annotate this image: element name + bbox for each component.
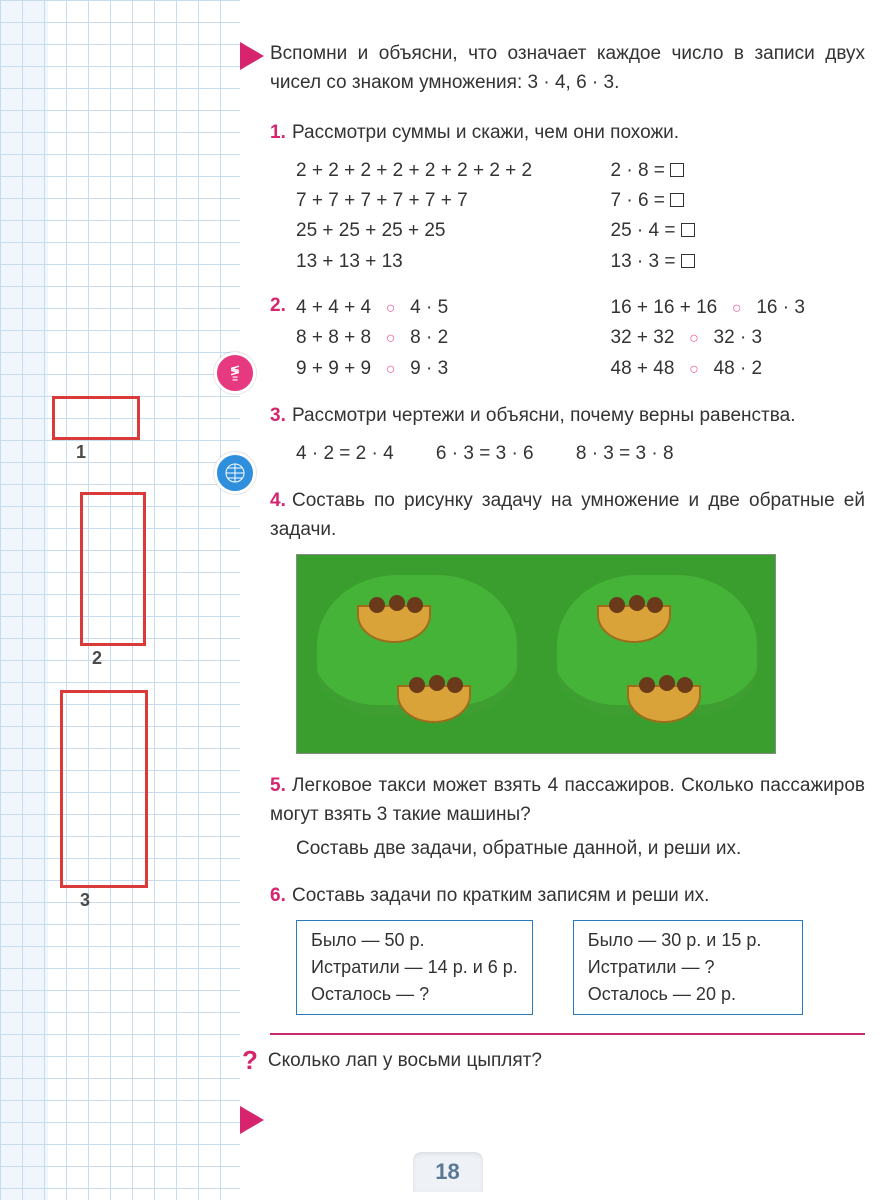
- bottom-question-row: ? Сколько лап у восьми цыплят?: [242, 1045, 865, 1076]
- diagram-rect-3: [60, 690, 148, 888]
- ex6-prompt: Составь задачи по кратким записям и реши…: [292, 885, 709, 906]
- main-content: Вспомни и объясни, что означает каждое ч…: [240, 0, 895, 1200]
- ex2-num: 2.: [270, 295, 292, 317]
- sidebar-grid: 1 2 3 ≶=: [0, 0, 240, 1200]
- diagram-rect-1-label: 1: [76, 442, 86, 463]
- ex6-num: 6.: [270, 882, 292, 911]
- ex1-num: 1.: [270, 119, 292, 148]
- ex1-prompt: Рассмотри суммы и скажи, чем они похожи.: [292, 122, 679, 143]
- exercise-6: 6.Составь задачи по кратким записям и ре…: [270, 882, 865, 1016]
- ex2-right-col: 16 + 16 + 16 ○ 16 · 3 32 + 32 ○ 32 · 3 4…: [611, 293, 866, 384]
- answer-box-icon: [681, 223, 695, 237]
- ex6-box-2: Было — 30 р. и 15 р. Истратили — ? Остал…: [573, 920, 803, 1015]
- answer-box-icon: [681, 254, 695, 268]
- ex1-sums-col: 2 + 2 + 2 + 2 + 2 + 2 + 2 + 2 7 + 7 + 7 …: [296, 156, 551, 278]
- ex5-subprompt: Составь две задачи, обратные данной, и р…: [296, 835, 865, 864]
- ex3-num: 3.: [270, 402, 292, 431]
- ex3-equations: 4 · 2 = 2 · 4 6 · 3 = 3 · 6 8 · 3 = 3 · …: [296, 439, 865, 469]
- bottom-question-text: Сколько лап у восьми цыплят?: [268, 1050, 542, 1072]
- diagram-rect-3-label: 3: [80, 890, 90, 911]
- diagram-rect-1: [52, 396, 140, 440]
- answer-box-icon: [670, 193, 684, 207]
- exercise-5: 5.Легковое такси может взять 4 пассажиро…: [270, 772, 865, 864]
- exercise-3: 3.Рассмотри чертежи и объясни, почему ве…: [270, 402, 865, 469]
- page-number: 18: [413, 1152, 483, 1192]
- ex5-num: 5.: [270, 772, 292, 801]
- answer-box-icon: [670, 163, 684, 177]
- ex5-prompt: Легковое такси может взять 4 пассажиров.…: [270, 775, 865, 825]
- exercise-4: 4.Составь по рисунку задачу на умножение…: [270, 487, 865, 754]
- ex3-prompt: Рассмотри чертежи и объясни, почему верн…: [292, 405, 795, 426]
- exercise-1: 1.Рассмотри суммы и скажи, чем они похож…: [270, 119, 865, 277]
- ex4-illustration: [296, 554, 776, 754]
- svg-text:=: =: [232, 374, 238, 384]
- ex1-products-col: 2 · 8 = 7 · 6 = 25 · 4 = 13 · 3 =: [611, 156, 866, 278]
- ex6-box-1: Было — 50 р. Истратили — 14 р. и 6 р. Ос…: [296, 920, 533, 1015]
- ex4-num: 4.: [270, 487, 292, 516]
- question-mark-icon: ?: [242, 1045, 258, 1076]
- ex2-left-col: 4 + 4 + 4 ○ 4 · 5 8 + 8 + 8 ○ 8 · 2 9 + …: [296, 293, 551, 384]
- intro-paragraph: Вспомни и объясни, что означает каждое ч…: [270, 40, 865, 97]
- diagram-rect-2: [80, 492, 146, 646]
- exercise-2: 2. 4 + 4 + 4 ○ 4 · 5 8 + 8 + 8 ○ 8 · 2 9…: [270, 295, 865, 384]
- ex4-prompt: Составь по рисунку задачу на умножение и…: [270, 490, 865, 540]
- diagram-rect-2-label: 2: [92, 648, 102, 669]
- separator: [270, 1033, 865, 1035]
